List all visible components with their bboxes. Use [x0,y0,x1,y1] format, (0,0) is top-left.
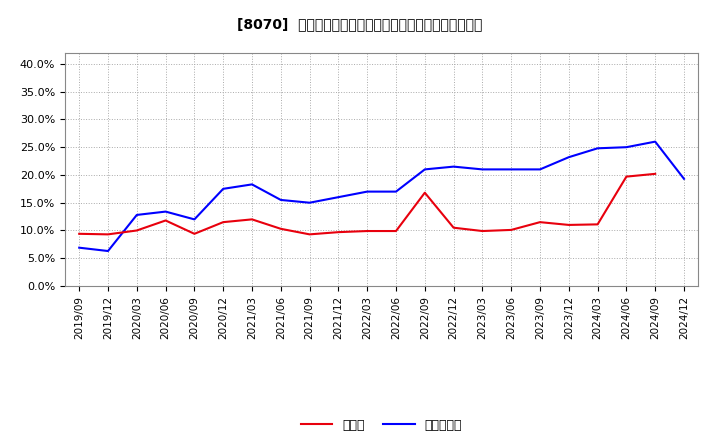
有利子負債 [564,154,573,160]
現預金 [132,228,141,233]
現預金 [190,231,199,236]
有利子負債 [449,164,458,169]
Legend: 現預金, 有利子負債: 現預金, 有利子負債 [296,414,467,436]
Text: [8070]  現預金、有利子負債の総資産に対する比率の推移: [8070] 現預金、有利子負債の総資産に対する比率の推移 [238,18,482,32]
現預金 [75,231,84,236]
有利子負債 [536,167,544,172]
有利子負債 [622,145,631,150]
現預金 [593,222,602,227]
有利子負債 [219,186,228,191]
現預金 [104,232,112,237]
有利子負債 [651,139,660,144]
有利子負債 [420,167,429,172]
現預金 [507,227,516,233]
現預金 [651,171,660,176]
有利子負債 [276,197,285,202]
有利子負債 [593,146,602,151]
現預金 [219,220,228,225]
有利子負債 [392,189,400,194]
有利子負債 [104,248,112,253]
有利子負債 [248,182,256,187]
現預金 [334,230,343,235]
現預金 [420,190,429,195]
有利子負債 [680,176,688,181]
現預金 [161,218,170,223]
現預金 [392,228,400,234]
現預金 [363,228,372,234]
有利子負債 [507,167,516,172]
現預金 [478,228,487,234]
現預金 [564,222,573,227]
有利子負債 [363,189,372,194]
現預金 [248,217,256,222]
現預金 [449,225,458,231]
Line: 現預金: 現預金 [79,174,655,235]
有利子負債 [334,194,343,200]
現預金 [305,232,314,237]
有利子負債 [478,167,487,172]
現預金 [276,226,285,231]
有利子負債 [161,209,170,214]
有利子負債 [305,200,314,205]
有利子負債 [75,245,84,250]
有利子負債 [190,217,199,222]
現預金 [622,174,631,179]
現預金 [536,220,544,225]
有利子負債 [132,212,141,217]
Line: 有利子負債: 有利子負債 [79,142,684,251]
